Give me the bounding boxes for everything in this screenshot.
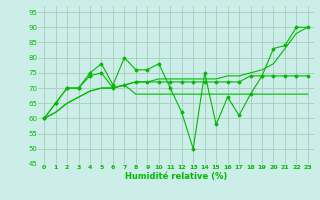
X-axis label: Humidité relative (%): Humidité relative (%) — [125, 172, 227, 181]
